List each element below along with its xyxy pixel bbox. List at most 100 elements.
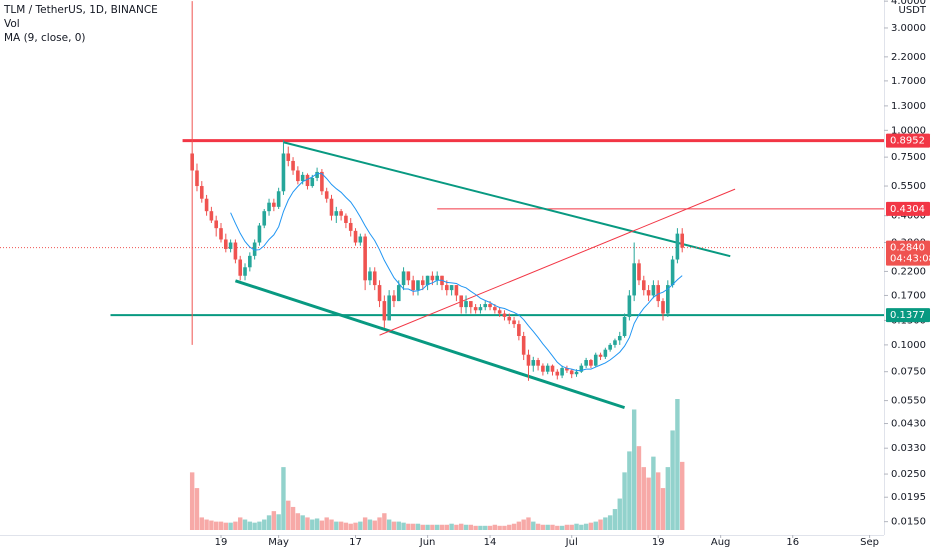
volume-bar [444,524,450,530]
volume-bar [631,409,637,530]
level-price-label-box [886,133,930,148]
candle-body [469,301,473,308]
x-tick-label: Jun [419,537,436,548]
volume-bar [665,467,671,530]
volume-bar [257,521,262,530]
volume-bar [507,524,512,530]
candle-body [579,365,584,372]
candle-body [651,285,656,296]
y-tick-label: 1.7000 [891,76,926,87]
volume-bar [487,525,493,530]
candle-body [646,290,651,296]
volume-bar [607,515,613,530]
candle-body [670,259,675,286]
volume-bar [209,520,214,530]
candle-body [392,295,396,302]
candle-body [550,365,555,372]
volume-bar [559,525,565,530]
candle-body [613,340,617,345]
candle-body [377,285,382,302]
candle-body [675,233,680,260]
y-tick-label: 3.0000 [891,23,926,34]
x-tick-label: May [268,537,289,548]
volume-bar [386,519,392,530]
candle-body [637,263,641,281]
candle-body [478,307,483,311]
candle-body [276,191,281,207]
candles [190,1,685,381]
volume-bar [502,525,507,530]
volume-bar [401,522,406,530]
x-tick-label: Sep [860,537,879,548]
candle-body [449,285,454,291]
volume-bar [612,509,618,530]
y-tick-label: 0.0195 [891,492,926,503]
candle-body [281,153,286,192]
candle-body [565,368,569,371]
volume-bar [655,472,661,530]
trend-line [379,188,736,336]
candle-body [608,344,612,350]
candle-body [641,280,646,291]
volume-bar [406,523,411,530]
last-price-label: 0.2840 [890,243,925,254]
candle-body [315,171,319,178]
volume-bar [598,519,603,530]
volume-bar [526,517,531,530]
y-tick-label: 0.0150 [891,517,926,528]
currency-label: USDT [899,5,927,16]
volume-bar [213,521,219,530]
candle-body [445,285,449,291]
y-tick-label: 1.0000 [891,125,926,136]
volume-bar [593,521,598,530]
candle-body [541,365,545,372]
y-tick-label: 0.0750 [891,367,926,378]
candle-body [243,267,247,276]
candle-body [493,307,497,311]
volume-bar [670,430,675,530]
y-tick-label: 0.0330 [891,443,926,454]
candle-body [353,230,358,243]
volume-bar [238,517,243,530]
volume-bar [189,472,195,530]
volume-bar [300,515,305,530]
volume-bar [228,522,233,530]
volume-bar [646,477,651,530]
candle-body [238,259,243,276]
candle-body [382,301,387,321]
x-tick-label: Jul [565,537,578,548]
trend-line [234,279,626,410]
y-tick-label: 0.4000 [891,211,926,222]
volume-bar [641,467,646,530]
y-tick-label: 0.1000 [891,340,926,351]
volume-bar [319,520,325,530]
volume-bar [463,524,469,530]
level-price-label: 0.4304 [890,204,925,215]
candle-body [199,186,204,199]
candle-body [574,371,579,375]
x-tick-label: 14 [484,537,497,548]
volume-bar [439,524,445,530]
volume-bars [189,399,685,530]
candle-body [209,211,214,221]
volume-bar [204,519,209,530]
candle-body [545,365,550,372]
candle-body [627,295,632,317]
volume-bar [430,524,435,530]
candle-body [459,295,464,308]
candle-body [680,233,685,248]
volume-bar [622,472,627,530]
volume-bar [262,519,267,530]
candle-body [329,198,334,216]
volume-bar [295,513,301,530]
volume-bar [521,519,526,530]
volume-bar [410,523,416,530]
y-tick-label: 0.0550 [891,396,926,407]
moving-average [230,173,683,371]
x-tick-label: Aug [711,537,731,548]
candle-body [272,202,276,207]
candle-body [521,336,526,355]
candle-body [233,242,238,260]
